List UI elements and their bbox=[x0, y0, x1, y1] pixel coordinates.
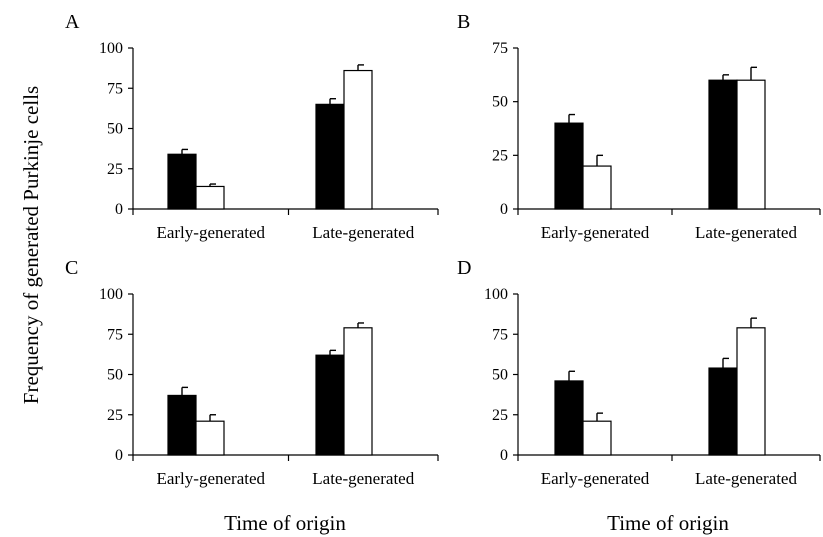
x-category-label: Late-generated bbox=[312, 223, 414, 242]
x-category-label: Early-generated bbox=[541, 469, 650, 488]
y-tick-label: 0 bbox=[500, 447, 508, 464]
chart-panel-b: B 0 25 50 75 Early-generated Late-generated bbox=[457, 11, 821, 242]
bar-series2-early-generated bbox=[582, 420, 612, 456]
y-tick-label: 50 bbox=[492, 367, 508, 384]
y-tick-label: 25 bbox=[107, 407, 123, 424]
bar-series1-late-generated bbox=[708, 367, 738, 456]
y-tick-label: 50 bbox=[492, 94, 508, 111]
bar-series1-early-generated bbox=[167, 153, 197, 210]
panel-label: D bbox=[457, 257, 471, 279]
y-tick-label: 25 bbox=[107, 161, 123, 178]
y-tick-label: 75 bbox=[492, 326, 508, 343]
bar-series1-early-generated bbox=[554, 122, 584, 210]
y-tick-label: 75 bbox=[107, 80, 123, 97]
bar-series2-late-generated bbox=[343, 327, 373, 456]
x-category-label: Early-generated bbox=[156, 469, 265, 488]
bar-series1-late-generated bbox=[315, 103, 345, 210]
chart-panel-c: C 0 25 50 75 100 Early-generated Late-generated bbox=[65, 257, 439, 488]
x-axis-label-left: Time of origin bbox=[224, 511, 346, 535]
y-tick-label: 75 bbox=[107, 326, 123, 343]
bar-series1-late-generated bbox=[315, 354, 345, 456]
y-tick-label: 0 bbox=[500, 201, 508, 218]
y-tick-label: 25 bbox=[492, 147, 508, 164]
bar-series1-late-generated bbox=[708, 79, 738, 210]
bar-series2-late-generated bbox=[343, 69, 373, 210]
y-tick-label: 0 bbox=[115, 201, 123, 218]
chart-panel-a: A 0 25 50 75 100 Early-generated Late-generated bbox=[65, 11, 439, 242]
y-tick-label: 100 bbox=[99, 40, 123, 57]
panel-label: C bbox=[65, 257, 78, 279]
y-tick-label: 50 bbox=[107, 121, 123, 138]
x-category-label: Late-generated bbox=[695, 469, 797, 488]
y-tick-label: 100 bbox=[99, 286, 123, 303]
panel-label: A bbox=[65, 11, 80, 33]
x-category-label: Late-generated bbox=[312, 469, 414, 488]
y-axis-label: Frequency of generated Purkinje cells bbox=[19, 86, 43, 404]
panel-label: B bbox=[457, 11, 470, 33]
bar-series1-early-generated bbox=[554, 380, 584, 456]
y-tick-label: 50 bbox=[107, 367, 123, 384]
bar-series1-early-generated bbox=[167, 394, 197, 456]
y-tick-label: 25 bbox=[492, 407, 508, 424]
bar-series2-early-generated bbox=[582, 165, 612, 210]
x-category-label: Early-generated bbox=[541, 223, 650, 242]
bar-series2-late-generated bbox=[736, 327, 766, 456]
bar-series2-early-generated bbox=[195, 420, 225, 456]
y-tick-label: 100 bbox=[484, 286, 508, 303]
y-tick-label: 0 bbox=[115, 447, 123, 464]
y-tick-label: 75 bbox=[492, 40, 508, 57]
x-category-label: Early-generated bbox=[156, 223, 265, 242]
x-category-label: Late-generated bbox=[695, 223, 797, 242]
bar-series2-early-generated bbox=[195, 185, 225, 210]
bar-series2-late-generated bbox=[736, 79, 766, 210]
chart-panels: A 0 25 50 75 100 Early-generated Late-generated… bbox=[65, 11, 821, 488]
x-axis-label-right: Time of origin bbox=[607, 511, 729, 535]
chart-panel-d: D 0 25 50 75 100 Early-generated Late-generated bbox=[457, 257, 821, 488]
